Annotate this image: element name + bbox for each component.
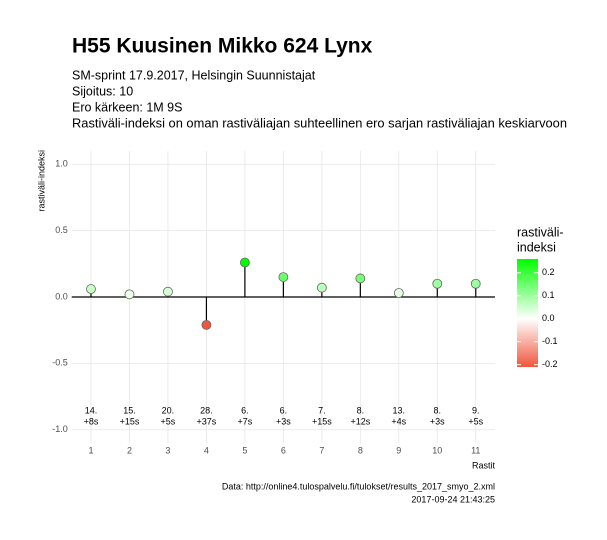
annotation: +5s	[161, 416, 176, 426]
annotation: 20.	[162, 405, 175, 415]
x-tick-label: 1	[88, 445, 93, 455]
annotation: +15s	[120, 416, 140, 426]
point	[201, 319, 212, 330]
point	[163, 286, 173, 297]
point	[278, 272, 289, 282]
x-tick-label: 10	[432, 445, 442, 455]
point	[432, 278, 443, 289]
annotation: 6.	[241, 405, 249, 415]
caption: Data: http://online4.tulospalvelu.fi/tul…	[222, 481, 495, 491]
legend-title: indeksi	[517, 240, 556, 254]
point	[470, 278, 481, 289]
legend-tick-label: 0.2	[542, 267, 555, 277]
subtitle: SM-sprint 17.9.2017, Helsingin Suunnista…	[72, 68, 316, 82]
legend-tick-label: 0.1	[542, 290, 555, 300]
annotation: 8.	[434, 405, 442, 415]
legend-tick-label: -0.1	[542, 336, 558, 346]
annotation: +3s	[430, 416, 445, 426]
subtitle: Ero kärkeen: 1M 9S	[72, 100, 182, 114]
annotation: 28.	[200, 405, 213, 415]
annotation: +3s	[276, 416, 291, 426]
annotation: +37s	[197, 416, 217, 426]
legend-tick-label: -0.2	[542, 359, 558, 369]
x-tick-label: 8	[358, 445, 363, 455]
x-tick-label: 3	[165, 445, 170, 455]
point	[86, 284, 96, 294]
y-axis-label: rastiväli-indeksi	[36, 150, 46, 212]
x-tick-label: 11	[471, 445, 480, 455]
annotation: 6.	[280, 405, 288, 415]
annotation: +12s	[350, 416, 370, 426]
annotation: 15.	[123, 405, 136, 415]
point	[393, 288, 404, 298]
y-tick-label: 0.5	[55, 225, 68, 235]
annotation: 13.	[393, 405, 406, 415]
x-tick-label: 5	[242, 445, 247, 455]
annotation: +4s	[391, 416, 406, 426]
point	[316, 282, 327, 293]
x-tick-label: 9	[396, 445, 401, 455]
y-tick-label: 1.0	[55, 159, 68, 169]
annotation: 7.	[318, 405, 326, 415]
point	[355, 273, 366, 284]
annotation: 14.	[85, 405, 98, 415]
chart-title: H55 Kuusinen Mikko 624 Lynx	[72, 35, 373, 58]
y-tick-label: 0.0	[55, 291, 68, 301]
x-tick-label: 6	[281, 445, 286, 455]
legend-title: rastiväli-	[517, 225, 564, 239]
x-tick-label: 4	[204, 445, 209, 455]
subtitle: Rastiväli-indeksi on oman rastiväliajan …	[72, 116, 567, 130]
annotation: +5s	[468, 416, 483, 426]
caption: 2017-09-24 21:43:25	[411, 494, 495, 504]
point	[124, 289, 135, 300]
point	[239, 257, 250, 268]
x-tick-label: 2	[127, 445, 132, 455]
y-tick-label: -1.0	[52, 424, 68, 434]
annotation: +15s	[312, 416, 332, 426]
colorbar	[517, 259, 538, 367]
subtitle: Sijoitus: 10	[72, 84, 133, 98]
annotation: 8.	[357, 405, 365, 415]
x-axis-label: Rastit	[472, 460, 496, 470]
y-tick-label: -0.5	[52, 358, 68, 368]
annotation: 9.	[472, 405, 480, 415]
legend-tick-label: 0.0	[542, 313, 555, 323]
x-tick-label: 7	[319, 445, 324, 455]
annotation: +8s	[84, 416, 99, 426]
annotation: +7s	[238, 416, 253, 426]
